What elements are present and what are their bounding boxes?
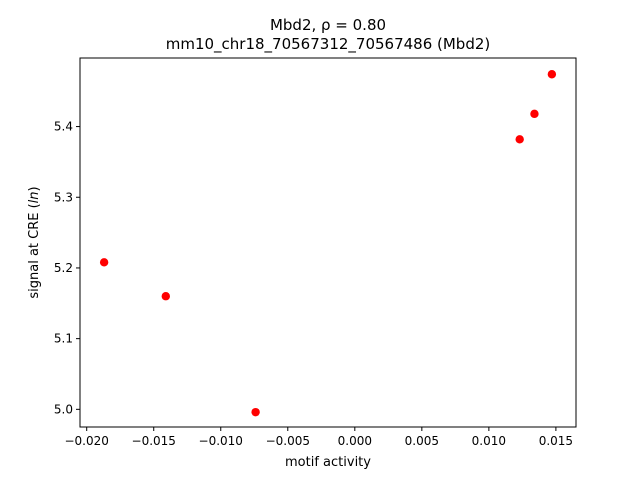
plot-frame bbox=[79, 57, 577, 428]
data-point-1 bbox=[99, 258, 109, 267]
x-axis-label: motif activity bbox=[285, 455, 371, 470]
data-point-2 bbox=[161, 292, 170, 301]
y-axis-label-italic: ln bbox=[27, 191, 42, 203]
y-tick-label: 5.2 bbox=[54, 261, 73, 275]
y-tick-label: 5.0 bbox=[54, 402, 73, 416]
y-tick-label: 5.1 bbox=[54, 332, 73, 346]
chart-title-line2: mm10_chr18_70567312_70567486 (Mbd2) bbox=[166, 35, 491, 54]
data-point-5 bbox=[530, 109, 539, 119]
y-axis-ticks: 5.0 5.1 5.2 5.3 5.4 bbox=[54, 120, 80, 416]
x-tick-label: 0.010 bbox=[472, 434, 506, 448]
y-axis-label-suffix: ) bbox=[27, 186, 42, 191]
x-tick-label: −0.015 bbox=[132, 434, 176, 448]
x-tick-label: −0.005 bbox=[266, 434, 310, 448]
x-tick-label: 0.000 bbox=[338, 434, 372, 448]
data-point-6 bbox=[547, 70, 557, 79]
y-tick-label: 5.4 bbox=[54, 120, 73, 134]
x-tick-label: −0.010 bbox=[199, 434, 243, 448]
chart-title-line1: Mbd2, ρ = 0.80 bbox=[270, 16, 386, 34]
y-axis-label: signal at CRE (ln) bbox=[27, 186, 42, 298]
data-point-3 bbox=[251, 407, 260, 417]
points-layer bbox=[99, 70, 557, 417]
y-axis-label-prefix: signal at CRE ( bbox=[27, 203, 42, 298]
x-axis-ticks: −0.020 −0.015 −0.010 −0.005 0.000 0.005 0.010 0… bbox=[64, 427, 573, 448]
x-tick-label: 0.015 bbox=[539, 434, 573, 448]
x-tick-label: 0.005 bbox=[405, 434, 439, 448]
x-tick-label: −0.020 bbox=[64, 434, 108, 448]
data-point-4 bbox=[515, 135, 524, 144]
y-tick-label: 5.3 bbox=[54, 190, 73, 204]
plot-area bbox=[80, 58, 576, 427]
